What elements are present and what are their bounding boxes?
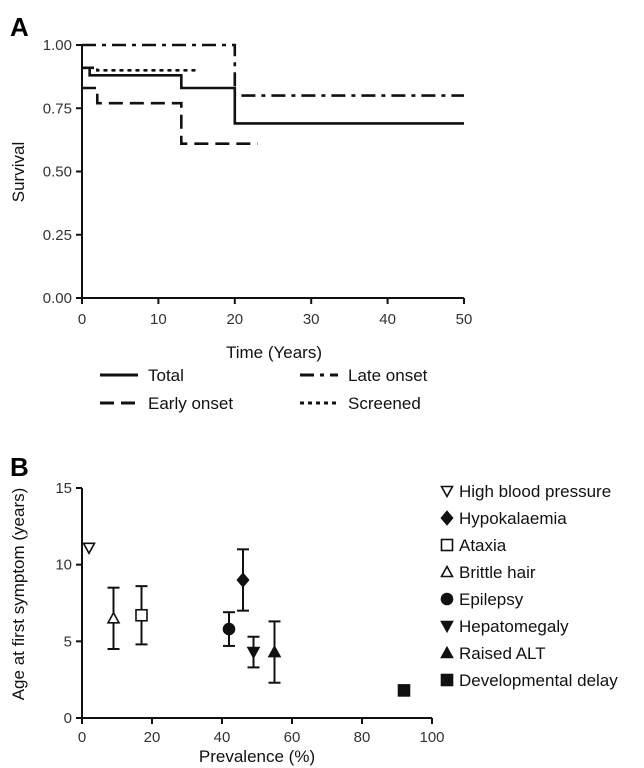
panel-a-x-axis-title: Time (Years) [226,343,322,362]
panel-b-y-tick-label: 10 [55,557,72,574]
panel-a-x-tick-label: 10 [150,311,167,328]
legend-marker-ataxia [440,538,454,552]
panel-a-survival-chart: A 0 10 20 30 40 50 0.00 0.25 0.50 0.75 1.00 Time (… [9,12,472,413]
panel-a-axes: 0 10 20 30 40 50 0.00 0.25 0.50 0.75 1.00 [43,37,473,328]
panel-b-letter: B [10,452,29,482]
point-ataxia [135,608,148,622]
legend-label-total: Total [148,366,184,385]
legend-label-ataxia: Ataxia [459,536,507,555]
point-hypokalaemia [236,572,250,588]
panel-a-x-tick-label: 30 [303,311,320,328]
legend-label-brittle-hair: Brittle hair [459,563,536,582]
panel-a-y-tick-label: 0.25 [43,227,72,244]
panel-b-y-tick-label: 0 [64,710,72,727]
legend-label-high-blood-pressure: High blood pressure [459,482,611,501]
point-hepatomegaly [246,646,261,660]
panel-a-series-group [82,43,464,145]
panel-b-points-group [82,542,411,697]
legend-marker-developmental-delay [440,673,454,687]
series-line-early-onset [82,86,258,145]
panel-b-x-tick-label: 20 [144,729,161,746]
series-line-screened [82,66,197,72]
panel-b-x-tick-label: 0 [78,729,86,746]
point-epilepsy [222,622,236,636]
panel-a-y-tick-label: 0.50 [43,164,72,181]
legend-marker-high-blood-pressure [440,485,454,499]
panel-a-x-tick-label: 50 [456,311,473,328]
panel-a-y-tick-label: 1.00 [43,37,72,54]
panel-a-x-tick-label: 20 [226,311,243,328]
panel-b-y-tick-label: 15 [55,480,72,497]
panel-b-x-tick-label: 100 [419,729,444,746]
legend-label-early-onset: Early onset [148,394,233,413]
legend-label-hypokalaemia: Hypokalaemia [459,509,567,528]
panel-b-y-axis-title: Age at first symptom (years) [9,488,28,701]
legend-label-late-onset: Late onset [348,366,428,385]
legend-label-developmental-delay: Developmental delay [459,671,618,690]
panel-a-y-axis-title: Survival [9,142,28,202]
panel-b-axes: 0 20 40 60 80 100 0 5 10 15 [55,480,444,746]
panel-b-x-tick-label: 40 [214,729,231,746]
panel-a-letter: A [10,12,29,42]
point-raised-alt [267,644,282,658]
legend-label-hepatomegaly: Hepatomegaly [459,617,569,636]
legend-label-screened: Screened [348,394,421,413]
panel-b-symptom-chart: B 0 20 40 60 80 100 0 5 10 15 Prevalence (%) Age … [9,452,618,766]
legend-marker-brittle-hair [440,564,454,578]
legend-marker-raised-alt [440,645,454,659]
legend-marker-hepatomegaly [440,620,454,634]
panel-a-x-tick-label: 40 [379,311,396,328]
panel-a-legend: Total Early onset Late onset Screened [100,366,428,413]
point-high-blood-pressure [82,542,96,555]
panel-a-y-tick-label: 0.75 [43,100,72,117]
point-developmental-delay [397,684,411,697]
panel-b-y-tick-label: 5 [64,633,72,650]
point-brittle-hair [106,611,121,624]
panel-b-x-tick-label: 80 [354,729,371,746]
panel-a-x-tick-label: 0 [78,311,86,328]
legend-label-raised-alt: Raised ALT [459,644,546,663]
panel-b-legend: High blood pressure Hypokalaemia Ataxia Bri… [440,482,618,690]
panel-b-x-axis-title: Prevalence (%) [199,747,315,766]
panel-b-x-tick-label: 60 [284,729,301,746]
legend-marker-hypokalaemia [440,510,454,526]
legend-marker-epilepsy [440,592,454,606]
legend-label-epilepsy: Epilepsy [459,590,524,609]
series-line-total [82,66,464,125]
panel-a-y-tick-label: 0.00 [43,290,72,307]
